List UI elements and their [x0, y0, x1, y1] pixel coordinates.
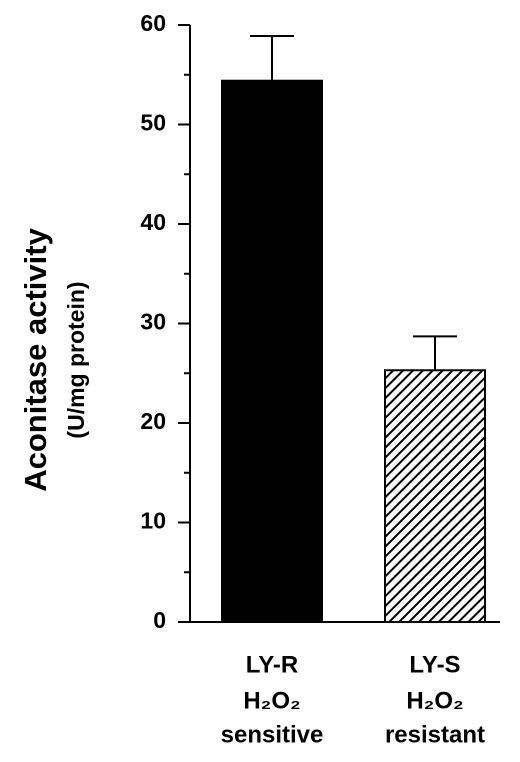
- x-tick-label: LY-R: [246, 651, 298, 678]
- y-tick-label: 0: [153, 607, 166, 633]
- y-tick-label: 20: [140, 408, 166, 434]
- y-tick-label: 30: [140, 309, 166, 335]
- y-tick-label: 50: [140, 110, 166, 136]
- y-axis-units: (U/mg protein): [63, 281, 89, 438]
- y-tick-label: 10: [140, 508, 166, 534]
- x-tick-sublabel: H₂O₂: [406, 687, 463, 714]
- y-tick-label: 60: [140, 10, 166, 36]
- x-tick-sublabel: resistant: [385, 721, 485, 748]
- x-tick-sublabel: sensitive: [221, 721, 324, 748]
- bar: [384, 369, 486, 624]
- y-tick-label: 40: [140, 209, 166, 235]
- y-axis-label: Aconitase activity: [18, 227, 53, 491]
- x-tick-label: LY-S: [409, 651, 460, 678]
- bar: [221, 79, 323, 624]
- x-tick-sublabel: H₂O₂: [243, 687, 300, 714]
